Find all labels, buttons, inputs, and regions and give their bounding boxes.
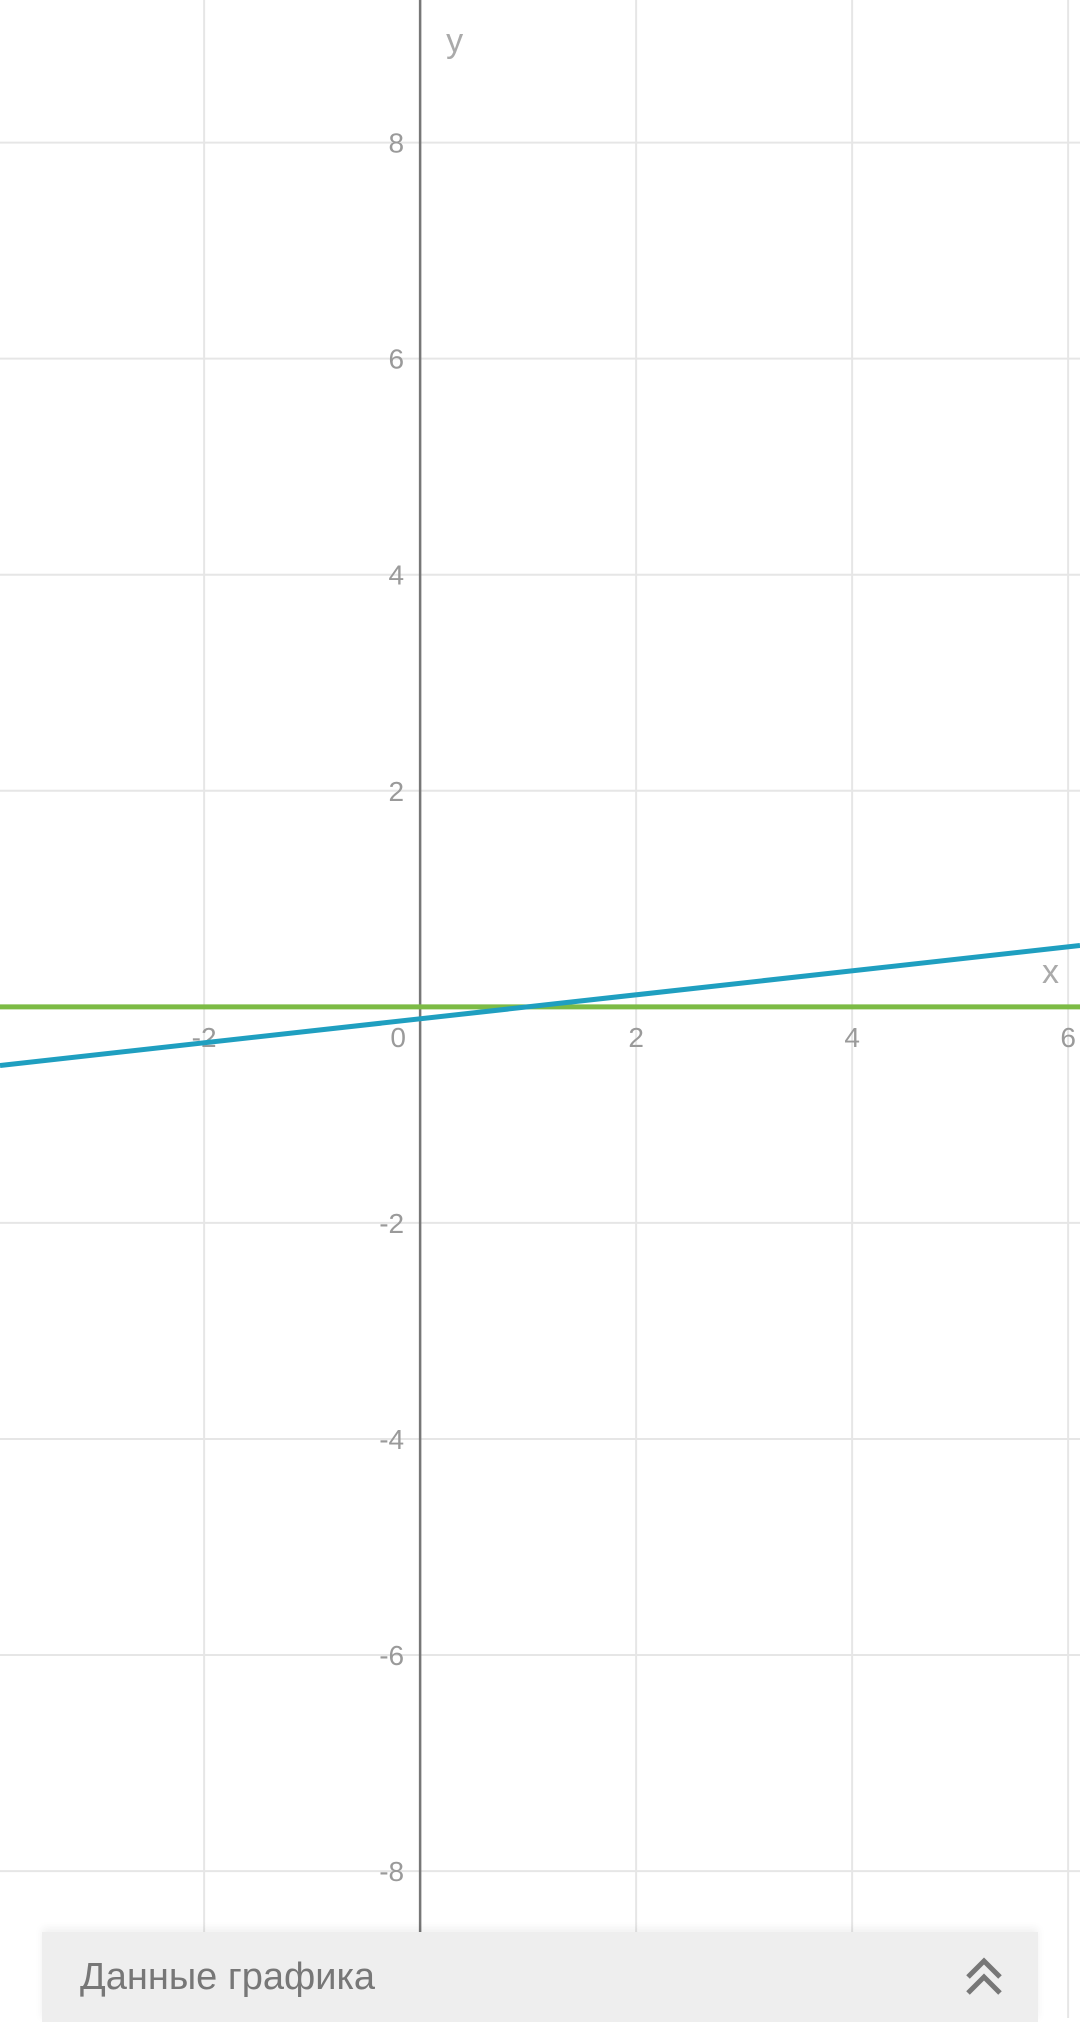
y-tick-label: 8 xyxy=(389,128,405,159)
x-axis-label: x xyxy=(1042,953,1059,991)
y-tick-label: -6 xyxy=(379,1640,404,1671)
x-tick-label: 4 xyxy=(844,1022,860,1053)
y-tick-label: -2 xyxy=(379,1208,404,1239)
x-tick-label: 0 xyxy=(390,1022,406,1053)
x-tick-label: 2 xyxy=(628,1022,644,1053)
x-tick-label: -2 xyxy=(192,1022,217,1053)
y-tick-label: 4 xyxy=(389,560,405,591)
series-line-0 xyxy=(0,942,1080,1068)
chevron-double-up-icon[interactable] xyxy=(962,1955,1006,1999)
y-axis-label: y xyxy=(446,22,463,60)
y-tick-label: -4 xyxy=(379,1424,404,1455)
y-tick-label: 2 xyxy=(389,776,405,807)
x-tick-label: 6 xyxy=(1060,1022,1076,1053)
y-tick-label: -8 xyxy=(379,1856,404,1887)
panel-title: Данные графика xyxy=(80,1955,376,1998)
y-tick-label: 6 xyxy=(389,344,405,375)
graph-data-panel[interactable]: Данные графика xyxy=(42,1932,1038,2022)
